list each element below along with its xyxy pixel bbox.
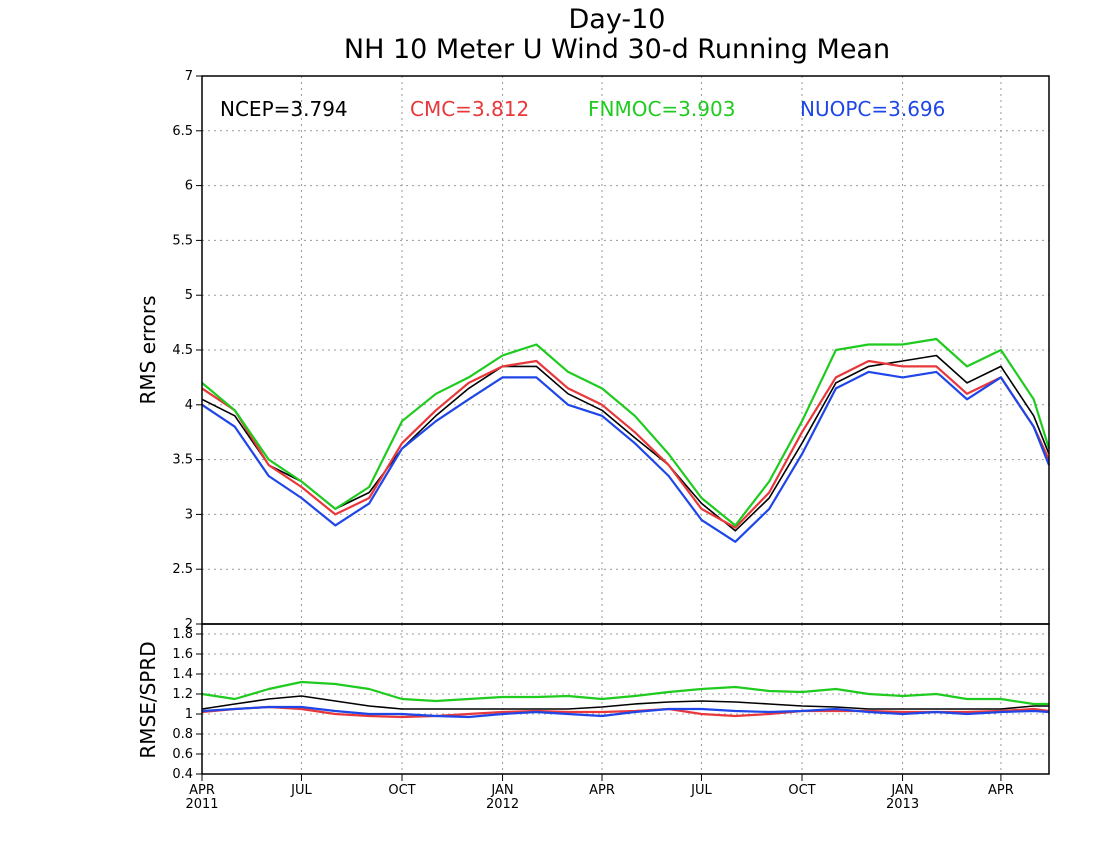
x-tick-label: JUL <box>290 783 312 798</box>
top-series-ncep <box>201 354 1050 532</box>
top-y-tick-label: 4 <box>185 398 193 413</box>
x-tick-label: JAN <box>490 783 513 798</box>
top-series-nuopc <box>201 370 1051 543</box>
bottom-panel-y-axis: 0.4 0.6 0.8 1 1.2 1.4 1.6 1.8 <box>172 627 202 782</box>
legend-item-fnmoc: FNMOC=3.903 <box>588 97 735 121</box>
bottom-panel-grid <box>202 624 1049 774</box>
legend-item-cmc: CMC=3.812 <box>410 97 529 121</box>
bottom-y-tick-label: 1.2 <box>172 687 193 702</box>
bottom-y-tick-label: 0.6 <box>172 747 193 762</box>
bottom-y-tick-label: 1.6 <box>172 647 193 662</box>
top-y-tick-label: 2.5 <box>172 562 193 577</box>
top-y-tick-label: 5.5 <box>172 233 193 248</box>
top-y-tick-label: 3.5 <box>172 453 193 468</box>
x-tick-label: APR <box>988 783 1014 798</box>
x-tick-label: JAN <box>890 783 913 798</box>
top-series-cmc <box>201 359 1050 529</box>
legend: NCEP=3.794 CMC=3.812 FNMOC=3.903 NUOPC=3.69… <box>220 97 945 121</box>
top-panel-y-axis: 2 2.5 3 3.5 4 4.5 5 5.5 6 6.5 7 <box>172 69 202 632</box>
x-tick-year-label: 2011 <box>185 797 218 812</box>
legend-item-nuopc: NUOPC=3.696 <box>800 97 945 121</box>
bottom-y-tick-label: 0.8 <box>172 727 193 742</box>
x-tick-label: APR <box>189 783 215 798</box>
x-tick-year-label: 2012 <box>486 797 519 812</box>
bottom-y-axis-label: RMSE/SPRD <box>136 641 160 758</box>
bottom-series-nuopc <box>201 705 1050 719</box>
x-tick-year-label: 2013 <box>886 797 919 812</box>
x-tick-label: OCT <box>788 783 815 798</box>
top-y-tick-label: 3 <box>185 507 193 522</box>
bottom-y-tick-label: 1.4 <box>172 667 193 682</box>
chart-title: Day-10 <box>569 4 666 35</box>
bottom-y-tick-label: 0.4 <box>172 767 193 782</box>
top-y-tick-label: 6.5 <box>172 124 193 139</box>
chart-subtitle: NH 10 Meter U Wind 30-d Running Mean <box>344 34 890 65</box>
bottom-panel-frame <box>201 623 1050 775</box>
top-panel-grid <box>202 76 1049 624</box>
top-y-axis-label: RMS errors <box>136 295 160 404</box>
legend-item-ncep: NCEP=3.794 <box>220 97 348 121</box>
x-tick-label: JUL <box>690 783 712 798</box>
bottom-y-tick-label: 1 <box>185 707 193 722</box>
x-tick-label: OCT <box>388 783 415 798</box>
bottom-series-ncep <box>201 695 1049 710</box>
x-tick-label: APR <box>589 783 615 798</box>
top-y-tick-label: 5 <box>185 288 193 303</box>
top-y-tick-label: 6 <box>185 179 193 194</box>
top-series-fnmoc <box>201 337 1051 527</box>
bottom-series-fnmoc <box>201 680 1049 706</box>
top-y-tick-label: 4.5 <box>172 343 193 358</box>
bottom-y-tick-label: 1.8 <box>172 627 193 642</box>
top-y-tick-label: 2 <box>185 617 193 632</box>
top-y-tick-label: 7 <box>185 69 193 84</box>
bottom-panel-series <box>201 680 1050 719</box>
top-panel-series <box>201 337 1051 543</box>
